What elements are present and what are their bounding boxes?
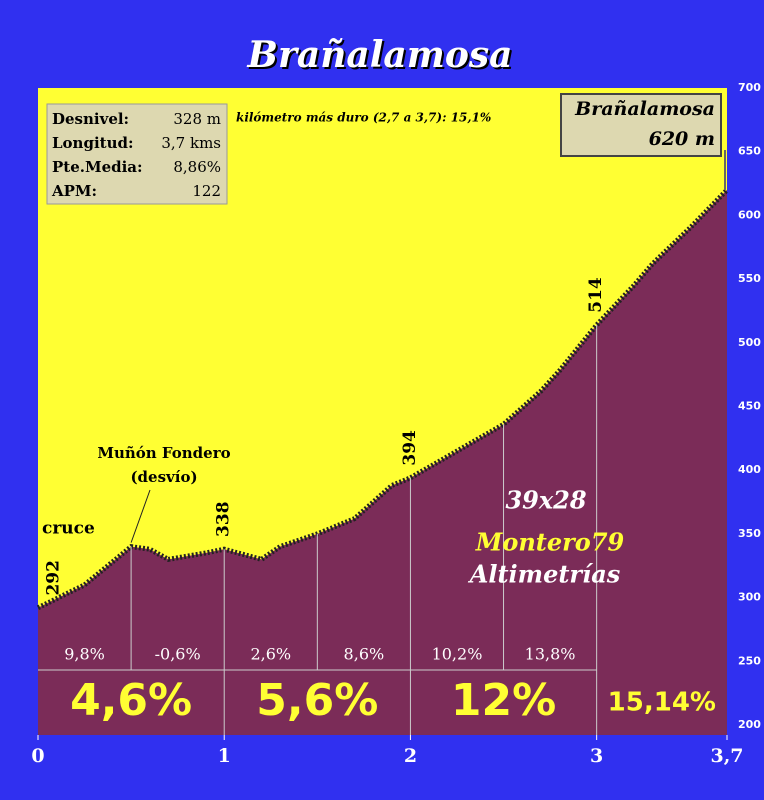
km-grade-label: 12% <box>451 675 556 726</box>
gear-label: 39x28 <box>505 486 586 515</box>
elevation-label: 394 <box>400 430 420 466</box>
start-label: cruce <box>42 519 95 539</box>
profile-area <box>38 189 727 736</box>
author-label: Montero79 <box>475 528 625 557</box>
km-grade-label: 5,6% <box>256 675 378 726</box>
summit-box <box>560 93 722 157</box>
x-tick-label: 3,7 <box>710 745 743 767</box>
summit-name: Brañalamosa <box>574 98 715 120</box>
stat-name: Longitud: <box>52 134 134 152</box>
stat-value: 8,86% <box>173 158 221 176</box>
summit-label: 620 m <box>649 128 715 150</box>
elevation-label: 292 <box>44 560 64 596</box>
title-shadow: Brañalamosa <box>249 36 515 78</box>
segment-label: -0,6% <box>155 645 201 664</box>
stats-box <box>46 103 228 205</box>
y-tick-label: 550 <box>738 272 761 285</box>
profile-edge <box>36 188 729 611</box>
y-tick-label: 600 <box>738 208 761 221</box>
y-tick-label: 200 <box>738 718 761 731</box>
x-tick-label: 1 <box>218 745 231 767</box>
hardest-km: kilómetro más duro (2,7 a 3,7): 15,1% <box>236 111 491 125</box>
y-tick-label: 700 <box>738 81 761 94</box>
x-tick-label: 3 <box>590 745 603 767</box>
y-tick-label: 300 <box>738 591 761 604</box>
junction-label: (desvío) <box>130 468 197 486</box>
segment-label: 9,8% <box>64 645 105 664</box>
segment-label: 2,6% <box>250 645 291 664</box>
site-label: Altimetrías <box>468 560 621 589</box>
segment-label: 8,6% <box>344 645 385 664</box>
y-tick-label: 350 <box>738 527 761 540</box>
y-tick-label: 250 <box>738 654 761 667</box>
y-tick-label: 400 <box>738 463 761 476</box>
chart-title: Brañalamosa <box>247 34 513 76</box>
x-tick-label: 0 <box>31 745 44 767</box>
y-tick-label: 450 <box>738 400 761 413</box>
stat-value: 122 <box>192 182 221 200</box>
km-grade-label: 4,6% <box>70 675 192 726</box>
km-grade-label: 15,14% <box>608 688 716 718</box>
segment-label: 13,8% <box>525 645 576 664</box>
stat-name: Desnivel: <box>52 110 129 128</box>
stat-name: APM: <box>51 182 97 200</box>
y-tick-label: 500 <box>738 336 761 349</box>
stat-value: 3,7 kms <box>161 134 221 152</box>
junction-label: Muñón Fondero <box>97 444 230 462</box>
junction-leader <box>130 489 151 543</box>
elevation-label: 338 <box>214 501 234 537</box>
stat-value: 328 m <box>173 110 221 128</box>
y-tick-label: 650 <box>738 145 761 158</box>
stat-name: Pte.Media: <box>52 158 143 176</box>
segment-label: 10,2% <box>432 645 483 664</box>
elevation-label: 514 <box>586 277 606 313</box>
x-tick-label: 2 <box>404 745 417 767</box>
